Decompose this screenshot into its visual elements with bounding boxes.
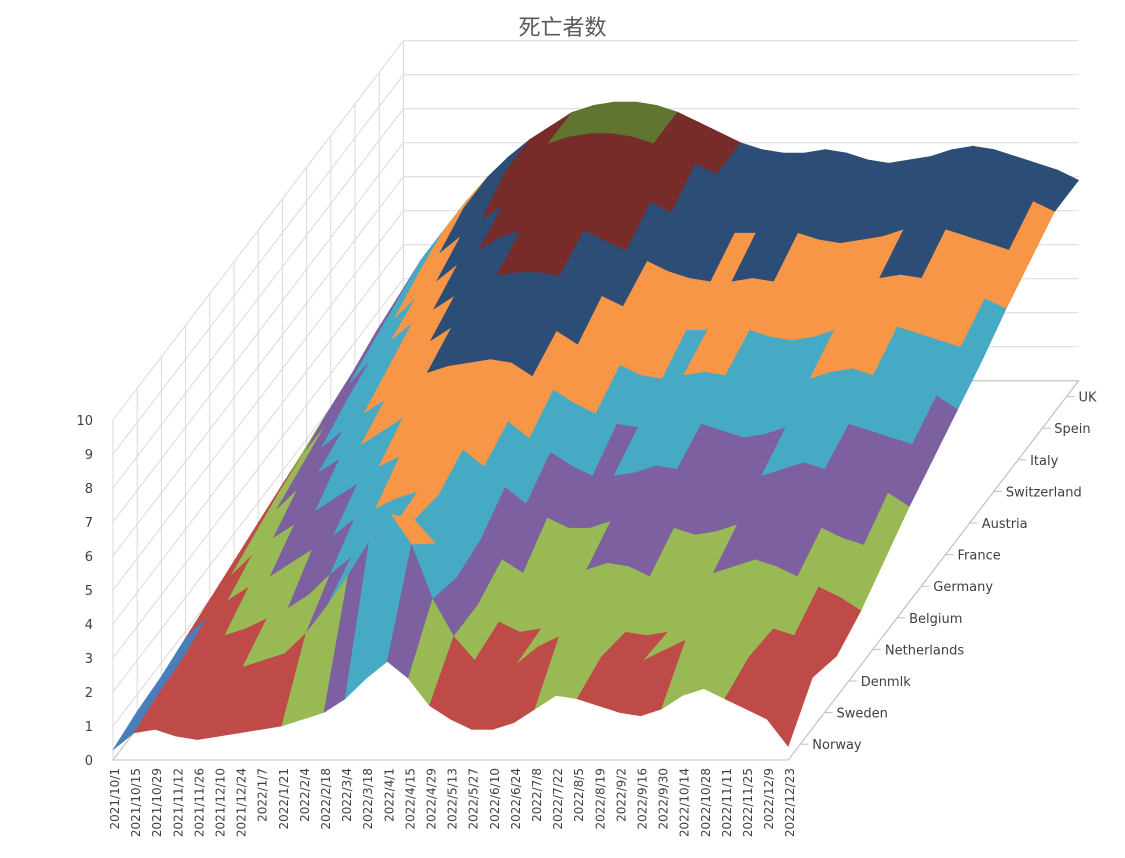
x-tick-label: 2022/5/13 — [446, 768, 460, 830]
series-label: France — [958, 549, 1001, 564]
x-axis: 2021/10/1 2021/10/15 2021/10/29 2021/11/12 2… — [108, 768, 797, 837]
x-tick-label: 2022/11/25 — [741, 768, 755, 837]
x-tick-label: 2022/5/27 — [467, 768, 481, 830]
z-tick-label: 7 — [85, 516, 93, 531]
z-tick-label: 5 — [85, 584, 93, 599]
x-tick-label: 2022/12/23 — [783, 768, 797, 837]
z-tick-label: 2 — [85, 686, 93, 701]
x-tick-label: 2022/2/18 — [319, 768, 333, 830]
series-label: UK — [1079, 391, 1098, 406]
x-tick-label: 2022/4/1 — [382, 768, 396, 822]
x-tick-label: 2022/4/15 — [403, 768, 417, 830]
x-tick-label: 2022/3/4 — [340, 768, 354, 822]
x-tick-label: 2022/9/16 — [636, 768, 650, 830]
x-tick-label: 2022/1/7 — [256, 768, 270, 822]
x-tick-label: 2021/11/12 — [171, 768, 185, 837]
x-tick-label: 2022/10/14 — [678, 768, 692, 837]
x-tick-label: 2021/11/26 — [192, 768, 206, 837]
x-tick-label: 2022/11/11 — [720, 768, 734, 837]
x-tick-label: 2022/8/5 — [572, 768, 586, 822]
z-tick-label: 0 — [85, 754, 93, 769]
z-tick-label: 4 — [85, 618, 93, 633]
z-tick-label: 1 — [85, 720, 93, 735]
z-tick-label: 8 — [85, 482, 93, 497]
x-tick-label: 2022/9/30 — [657, 768, 671, 830]
series-label: Austria — [982, 517, 1028, 532]
series-axis-line — [787, 380, 1079, 761]
x-tick-label: 2022/1/21 — [277, 768, 291, 830]
x-tick-label: 2022/10/28 — [699, 768, 713, 837]
x-tick-label: 2021/10/1 — [108, 768, 122, 830]
x-tick-label: 2022/12/9 — [762, 768, 776, 830]
x-tick-label: 2021/10/15 — [129, 768, 143, 837]
series-label: Spein — [1054, 422, 1090, 437]
x-tick-label: 2022/3/18 — [361, 768, 375, 830]
z-axis: 0 1 2 3 4 5 6 7 8 9 10 — [76, 414, 93, 769]
series-label: Denmlk — [861, 675, 912, 690]
x-tick-label: 2022/6/10 — [488, 768, 502, 830]
series-label: Germany — [933, 580, 993, 595]
z-tick-label: 9 — [85, 448, 93, 463]
series-label: Switzerland — [1006, 485, 1082, 500]
z-tick-label: 10 — [76, 414, 93, 429]
series-axis: Norway Sweden Denmlk Netherlands Belgium Germ… — [787, 380, 1098, 761]
x-tick-label: 2021/12/24 — [235, 768, 249, 837]
x-tick-label: 2022/8/19 — [593, 768, 607, 830]
x-tick-label: 2022/6/24 — [509, 768, 523, 830]
x-tick-label: 2022/7/22 — [551, 768, 565, 830]
x-tick-label: 2022/7/8 — [530, 768, 544, 822]
series-label: Belgium — [909, 612, 962, 627]
x-tick-label: 2022/9/2 — [614, 768, 628, 822]
x-tick-label: 2021/12/10 — [214, 768, 228, 837]
series-label: Sweden — [837, 707, 888, 722]
series-label: Italy — [1030, 454, 1059, 469]
z-tick-label: 6 — [85, 550, 93, 565]
surface-mesh — [112, 101, 1080, 751]
surface-cell — [766, 653, 813, 748]
x-tick-label: 2022/2/4 — [298, 768, 312, 822]
x-tick-label: 2021/10/29 — [150, 768, 164, 837]
series-label: Norway — [812, 738, 862, 753]
chart-title: 死亡者数 — [518, 16, 607, 41]
z-tick-label: 3 — [85, 652, 93, 667]
series-label: Netherlands — [885, 643, 964, 658]
x-tick-label: 2022/4/29 — [425, 768, 439, 830]
